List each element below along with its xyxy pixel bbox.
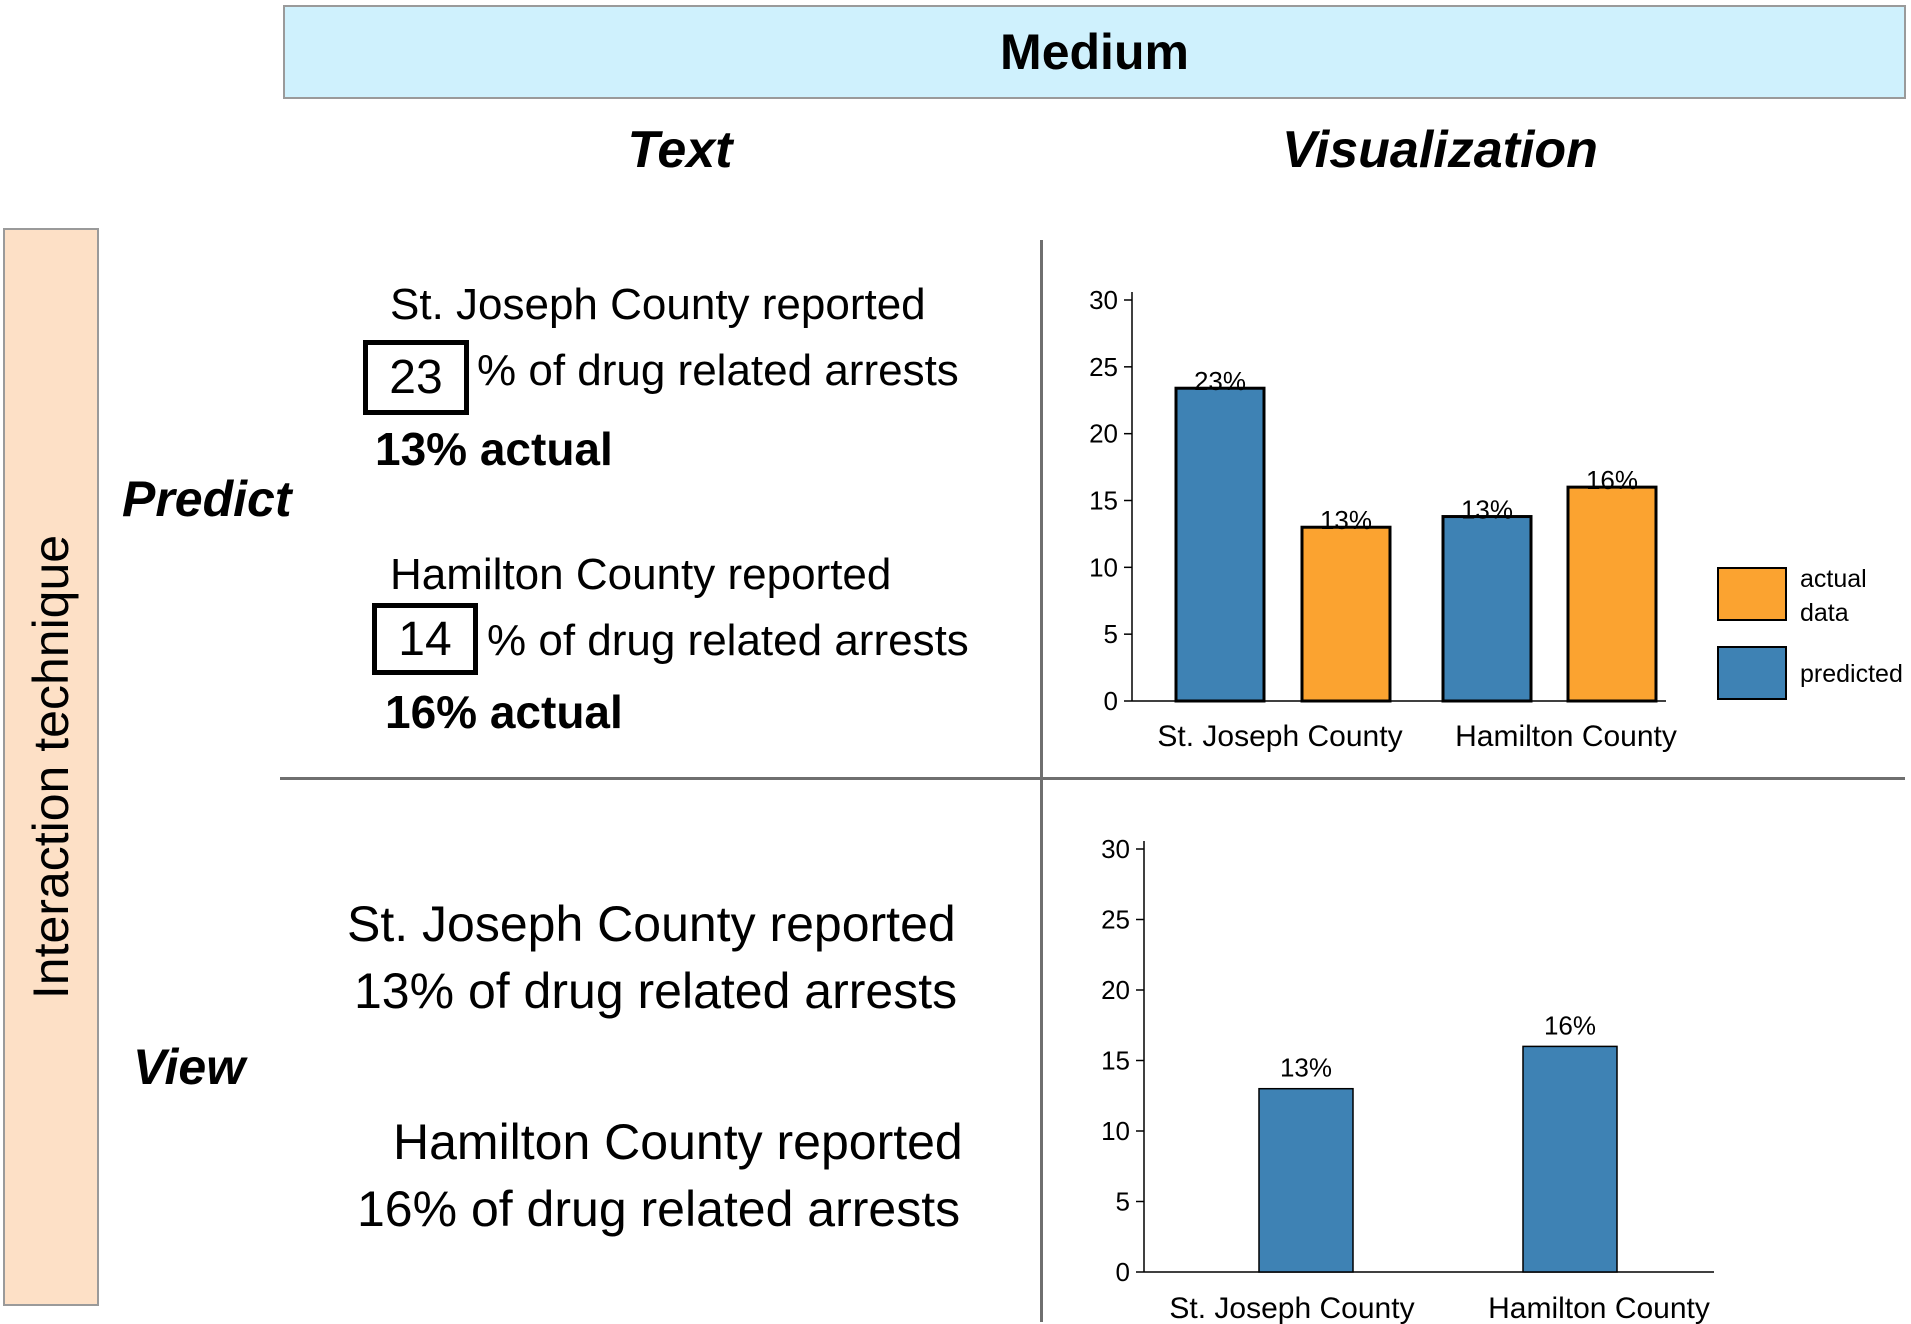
x-category-label: Hamilton County [1455,720,1677,753]
bar-data-label: 16% [1544,1010,1596,1040]
column-header-visualization: Visualization [1282,121,1598,179]
y-tick-label: 0 [1104,686,1118,716]
vertical-divider [1040,240,1043,1322]
column-header-text: Text [627,121,733,179]
predict-bar-chart: 0 5 10 15 20 25 30 23% 13% 13% 16% St. Joseph Count… [1089,285,1903,753]
predict-county2-input[interactable]: 14 [372,603,478,675]
medium-label: Medium [1000,24,1189,80]
legend-swatch-actual [1717,567,1787,621]
bar-actual [1566,485,1658,703]
view-county1-line2: 13% of drug related arrests [354,963,958,1019]
view-county2-line1: Hamilton County reported [393,1114,963,1170]
bar-data-label: 13% [1280,1053,1332,1083]
predict-county2-line2: % of drug related arrests [487,616,969,665]
y-tick-label: 25 [1089,352,1118,382]
predict-county1-actual: 13% actual [375,423,613,475]
bar-data-label: 23% [1194,366,1246,396]
bar-data [1258,1087,1354,1273]
bar-data-label: 16% [1586,465,1638,495]
legend-label-predicted: predicted [1800,660,1903,688]
bar-predicted [1441,515,1533,703]
predict-county1-input-value: 23 [389,351,443,404]
y-tick-label: 30 [1089,285,1118,315]
y-tick-label: 5 [1116,1187,1130,1217]
legend-swatch-predicted [1717,646,1787,700]
predict-county1-input[interactable]: 23 [363,340,469,415]
y-tick-label: 0 [1116,1257,1130,1287]
predict-county1-line2: % of drug related arrests [477,346,959,395]
y-tick-label: 5 [1104,619,1118,649]
x-category-label: St. Joseph County [1169,1292,1414,1324]
predict-county2-line1: Hamilton County reported [390,550,892,599]
legend-label-actual: actual data [1800,565,1867,627]
horizontal-divider [280,777,1905,780]
bar-data-label: 13% [1461,495,1513,525]
y-tick-label: 20 [1101,975,1130,1005]
y-tick-label: 10 [1089,552,1118,582]
predict-county1-line1: St. Joseph County reported [390,280,926,329]
predict-county2-input-value: 14 [398,612,452,666]
view-county2-line2: 16% of drug related arrests [357,1181,961,1237]
bar-data-label: 13% [1320,505,1372,535]
row-label-view: View [133,1039,246,1095]
interaction-technique-label: Interaction technique [23,534,79,1000]
view-bar-chart: 0 5 10 15 20 25 30 13% 16% St. Joseph County Hamil… [1101,834,1714,1324]
interaction-technique-banner: Interaction technique [3,228,99,1306]
y-tick-label: 15 [1089,486,1118,516]
y-tick-label: 10 [1101,1116,1130,1146]
x-category-label: Hamilton County [1488,1292,1710,1324]
predict-county2-actual: 16% actual [385,686,623,738]
bar-actual [1300,525,1392,703]
y-tick-label: 15 [1101,1046,1130,1076]
medium-banner: Medium [283,5,1906,99]
row-label-predict: Predict [122,471,292,527]
x-category-label: St. Joseph County [1157,720,1402,753]
y-tick-label: 30 [1101,834,1130,864]
y-tick-label: 20 [1089,419,1118,449]
bar-data [1522,1045,1618,1273]
bar-predicted [1174,386,1266,703]
y-tick-label: 25 [1101,905,1130,935]
view-county1-line1: St. Joseph County reported [347,896,956,952]
